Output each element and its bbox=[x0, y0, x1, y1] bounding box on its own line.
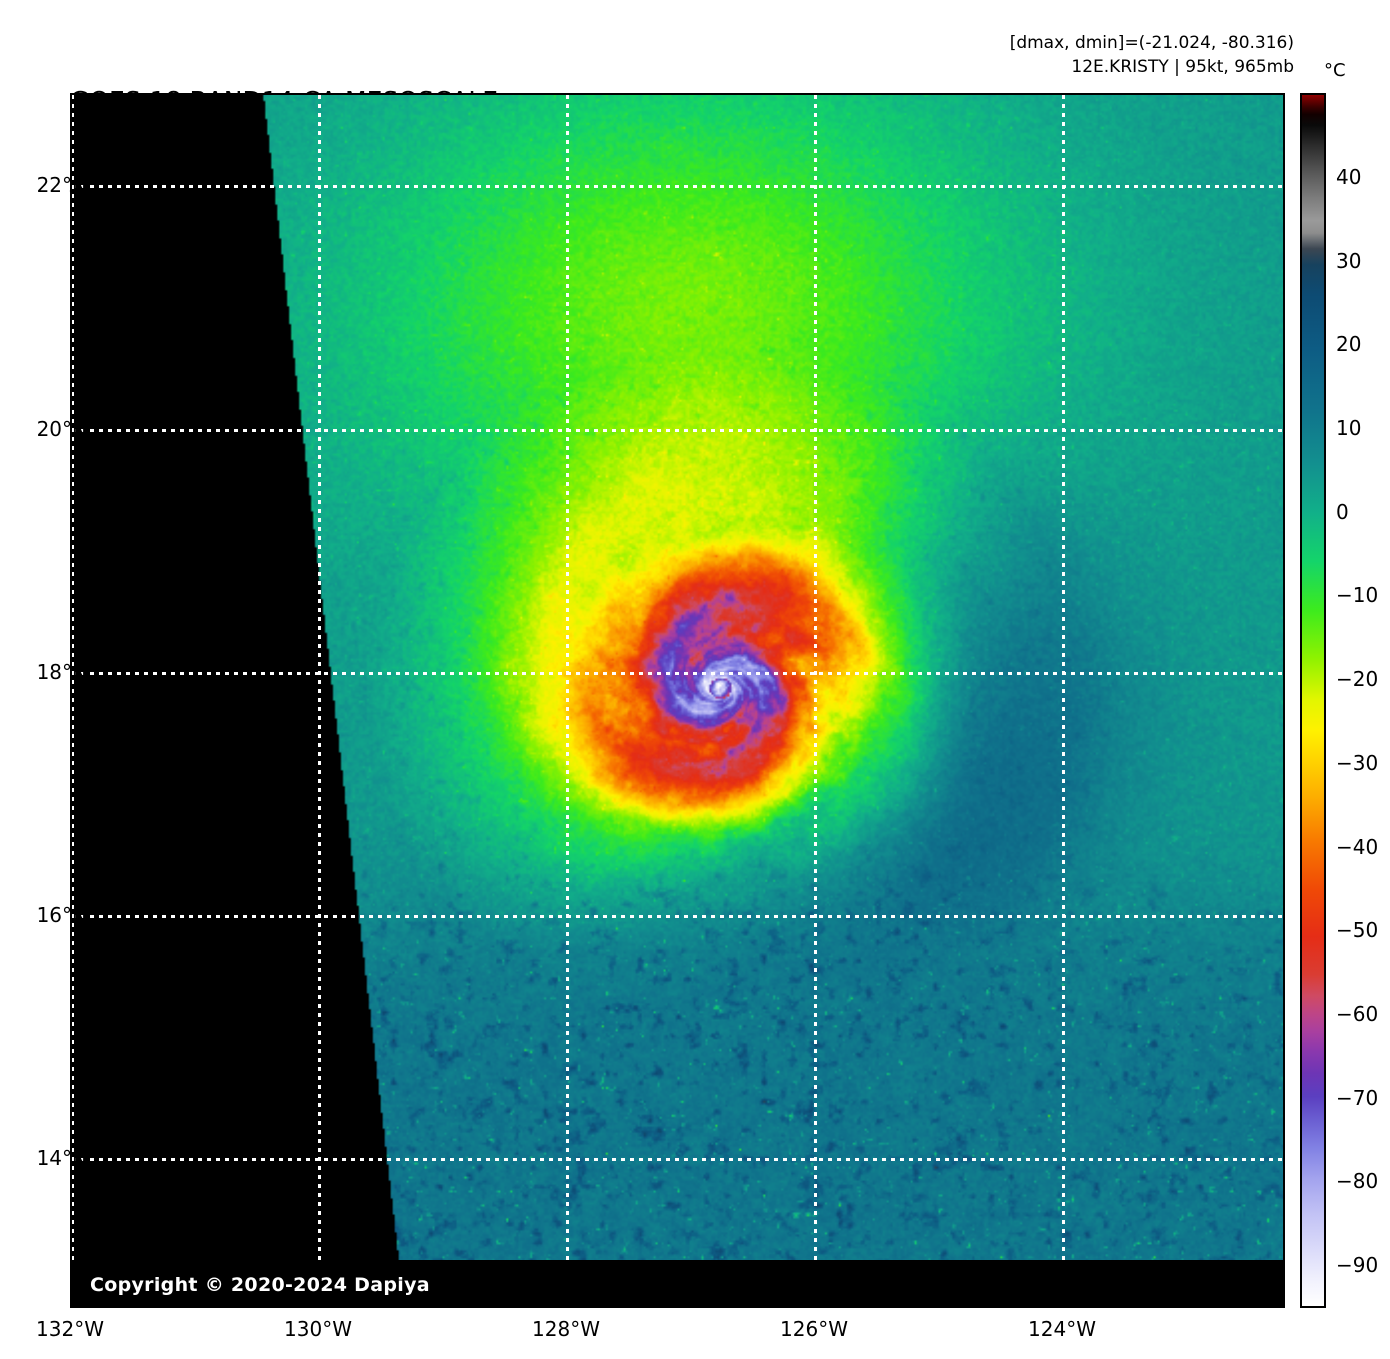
cbar-tick-6: −20 bbox=[1336, 667, 1379, 691]
ytick-label-2: 18°N bbox=[36, 660, 87, 684]
cbar-tick-3: 10 bbox=[1336, 416, 1362, 440]
cbar-tick-13: −90 bbox=[1336, 1253, 1379, 1277]
gridline-lat-14 bbox=[72, 1158, 1283, 1161]
copyright-label: Copyright © 2020-2024 Dapiya bbox=[90, 1274, 430, 1296]
gridline-lon-132 bbox=[72, 95, 74, 1306]
colorbar-unit-label: °C bbox=[1324, 60, 1346, 81]
gridline-lon-126 bbox=[814, 95, 817, 1306]
copyright-strip bbox=[72, 1260, 1283, 1306]
cbar-tick-9: −50 bbox=[1336, 918, 1379, 942]
ytick-label-0: 22°N bbox=[36, 173, 87, 197]
dmax-dmin-label: [dmax, dmin]=(-21.024, -80.316) bbox=[1009, 33, 1294, 53]
infrared-brightness-temperature-raster bbox=[72, 95, 1283, 1306]
xtick-label-2: 128°W bbox=[532, 1317, 600, 1341]
ytick-label-4: 14°N bbox=[36, 1146, 87, 1170]
temperature-colorbar[interactable] bbox=[1300, 93, 1326, 1308]
metadata-block: [dmax, dmin]=(-21.024, -80.316) 12E.KRIS… bbox=[1010, 31, 1294, 79]
storm-info-label: 12E.KRISTY | 95kt, 965mb bbox=[1071, 57, 1294, 77]
gridline-lat-22 bbox=[72, 185, 1283, 188]
gridline-lon-130 bbox=[318, 95, 321, 1306]
cbar-tick-11: −70 bbox=[1336, 1086, 1379, 1110]
cbar-tick-12: −80 bbox=[1336, 1169, 1379, 1193]
xtick-label-3: 126°W bbox=[780, 1317, 848, 1341]
cbar-tick-0: 40 bbox=[1336, 165, 1362, 189]
xtick-label-4: 124°W bbox=[1028, 1317, 1096, 1341]
cbar-tick-7: −30 bbox=[1336, 751, 1379, 775]
cbar-tick-2: 20 bbox=[1336, 332, 1362, 356]
ytick-label-3: 16°N bbox=[36, 903, 87, 927]
cbar-tick-8: −40 bbox=[1336, 835, 1379, 859]
cbar-tick-10: −60 bbox=[1336, 1002, 1379, 1026]
gridline-lat-20 bbox=[72, 429, 1283, 432]
xtick-label-0: 132°W bbox=[36, 1317, 104, 1341]
satellite-image-plot[interactable]: Copyright © 2020-2024 Dapiya bbox=[70, 93, 1285, 1308]
gridline-lat-18 bbox=[72, 672, 1283, 675]
gridline-lon-128 bbox=[566, 95, 569, 1306]
cbar-tick-1: 30 bbox=[1336, 249, 1362, 273]
xtick-label-1: 130°W bbox=[284, 1317, 352, 1341]
ytick-label-1: 20°N bbox=[36, 417, 87, 441]
gridline-lon-124 bbox=[1062, 95, 1065, 1306]
gridline-lat-16 bbox=[72, 915, 1283, 918]
cbar-tick-4: 0 bbox=[1336, 500, 1349, 524]
cbar-tick-5: −10 bbox=[1336, 583, 1379, 607]
